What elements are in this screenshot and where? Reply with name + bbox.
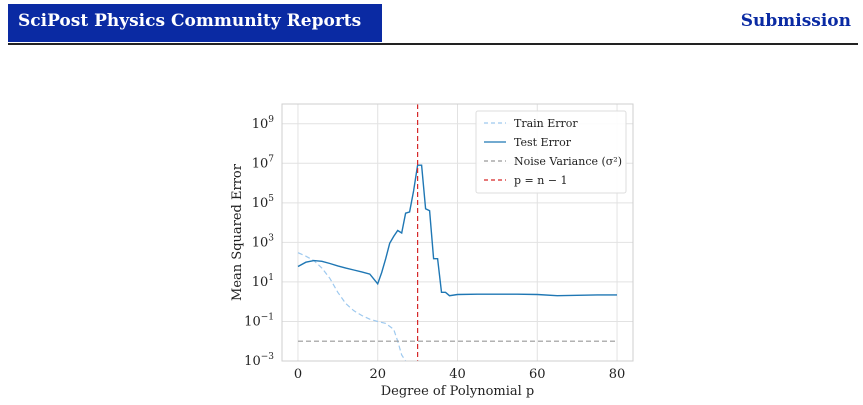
y-tick-exponent: −1 [261, 312, 274, 322]
y-tick-label: 109 [252, 115, 275, 132]
y-tick-base: 10 [252, 235, 269, 250]
legend-label-2: Noise Variance (σ²) [514, 155, 622, 168]
y-tick-exponent: 3 [268, 233, 274, 243]
x-tick-label: 20 [369, 367, 386, 382]
y-tick-exponent: −3 [261, 352, 275, 362]
chart-series [297, 104, 617, 361]
y-tick-label: 105 [252, 194, 275, 211]
y-tick-base: 10 [252, 156, 269, 171]
y-tick-base: 10 [244, 354, 261, 369]
chart-legend: Train Error Test Error Noise Variance (σ²)… [475, 110, 627, 194]
x-tick-label: 0 [294, 367, 302, 382]
header-rule [8, 43, 858, 45]
legend-label-0: Train Error [514, 117, 578, 130]
y-tick-label: 103 [252, 233, 275, 250]
y-tick-exponent: 7 [268, 154, 274, 164]
x-tick-label: 60 [529, 367, 546, 382]
chart-frame [281, 103, 634, 362]
legend-label-1: Test Error [514, 136, 572, 149]
y-tick-base: 10 [244, 314, 261, 329]
y-axis-label: Mean Squared Error [230, 163, 245, 301]
legend-box [475, 110, 627, 194]
chart-axis-labels: Degree of Polynomial p Mean Squared Error [230, 163, 534, 399]
y-tick-label: 10−3 [244, 352, 274, 369]
page-header: SciPost Physics Community Reports Submis… [0, 0, 863, 46]
y-tick-exponent: 9 [268, 115, 274, 125]
legend-label-3: p = n − 1 [514, 174, 568, 187]
journal-title: SciPost Physics Community Reports [18, 11, 362, 31]
section-label: Submission [740, 11, 851, 31]
journal-title-band [8, 4, 382, 42]
y-tick-base: 10 [252, 196, 269, 211]
x-axis-label: Degree of Polynomial p [381, 384, 535, 399]
y-tick-label: 107 [252, 154, 275, 171]
y-tick-exponent: 5 [268, 194, 274, 204]
y-tick-base: 10 [252, 275, 269, 290]
y-tick-label: 101 [252, 273, 274, 290]
y-tick-label: 10−1 [244, 312, 274, 329]
series-line-1 [297, 164, 617, 297]
y-tick-base: 10 [252, 117, 269, 132]
y-tick-exponent: 1 [268, 273, 274, 283]
x-tick-label: 80 [609, 367, 626, 382]
x-tick-label: 40 [449, 367, 466, 382]
plot-frame [281, 103, 634, 362]
